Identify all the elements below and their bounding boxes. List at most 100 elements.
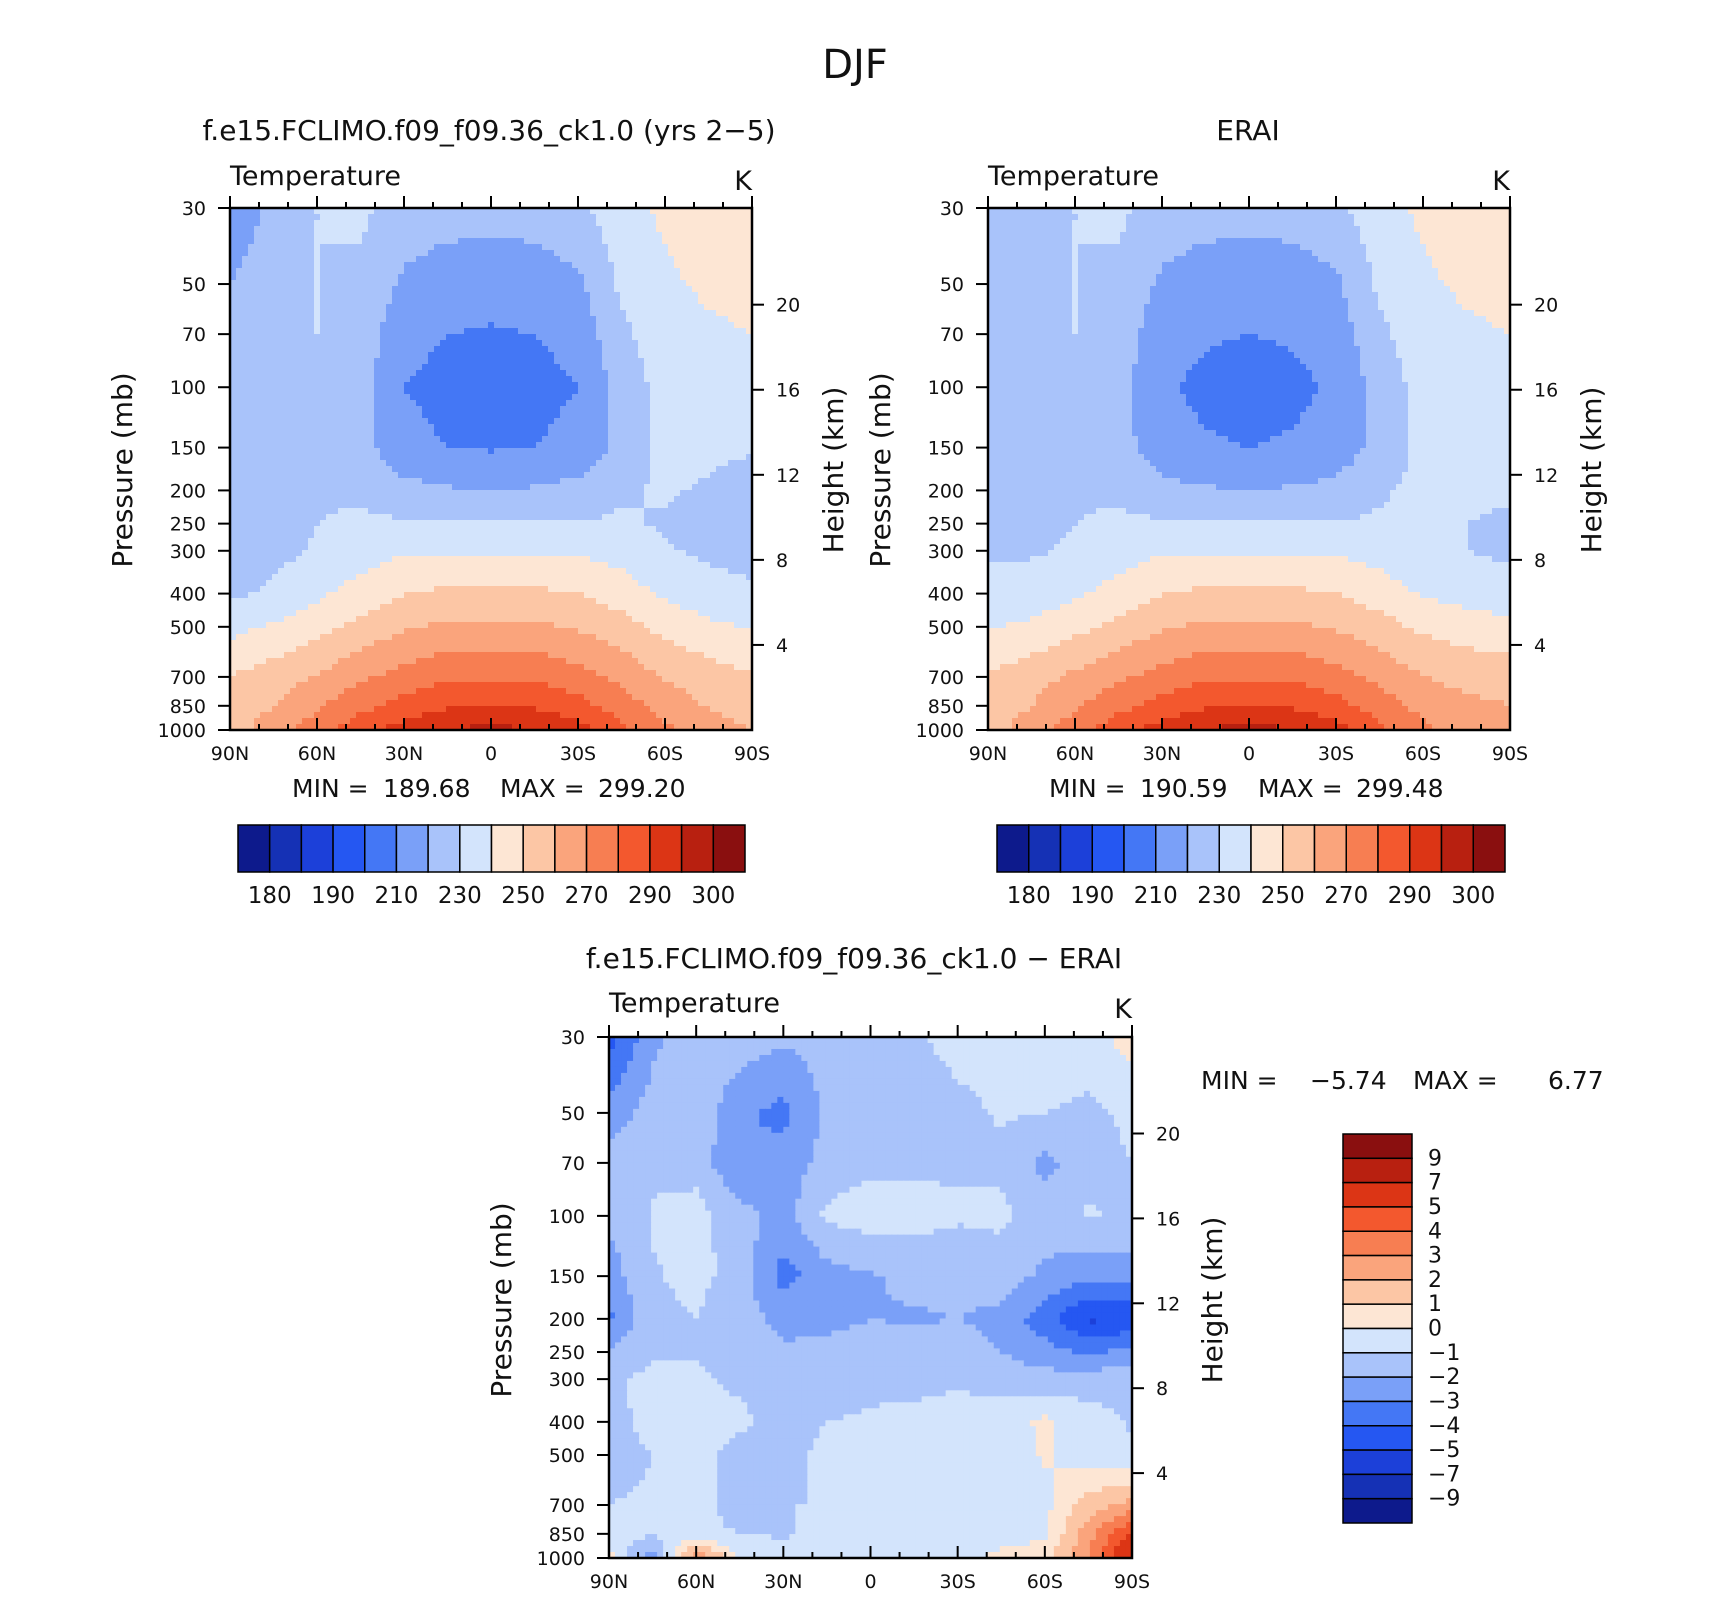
field-cell	[290, 412, 297, 419]
field-cell	[356, 382, 363, 389]
field-cell	[248, 448, 255, 455]
field-cell	[740, 274, 747, 281]
field-cell	[338, 286, 345, 293]
field-cell	[722, 298, 729, 305]
field-cell	[350, 550, 357, 557]
field-cell	[686, 298, 693, 305]
field-cell	[650, 400, 657, 407]
field-cell	[602, 490, 609, 497]
field-cell	[686, 256, 693, 263]
field-cell	[608, 544, 615, 551]
field-cell	[566, 220, 573, 227]
field-cell	[704, 472, 711, 479]
field-cell	[230, 322, 237, 329]
field-cell	[332, 466, 339, 473]
field-cell	[314, 244, 321, 251]
field-cell	[740, 310, 747, 317]
field-cell	[470, 418, 477, 425]
field-cell	[686, 268, 693, 275]
field-cell	[584, 472, 591, 479]
field-cell	[632, 442, 639, 449]
field-cell	[434, 268, 441, 275]
field-cell	[650, 256, 657, 263]
field-cell	[470, 220, 477, 227]
field-cell	[560, 274, 567, 281]
field-cell	[506, 454, 513, 461]
field-cell	[704, 352, 711, 359]
field-cell	[416, 496, 423, 503]
field-cell	[578, 424, 585, 431]
field-cell	[554, 376, 561, 383]
field-cell	[644, 526, 651, 533]
field-cell	[446, 262, 453, 269]
field-cell	[314, 550, 321, 557]
field-cell	[662, 454, 669, 461]
field-cell	[632, 412, 639, 419]
field-cell	[416, 388, 423, 395]
field-cell	[728, 544, 735, 551]
field-cell	[392, 316, 399, 323]
field-cell	[566, 232, 573, 239]
field-cell	[302, 214, 309, 221]
field-cell	[332, 220, 339, 227]
field-cell	[554, 310, 561, 317]
field-cell	[428, 538, 435, 545]
field-cell	[380, 460, 387, 467]
field-cell	[656, 292, 663, 299]
field-cell	[560, 526, 567, 533]
field-cell	[494, 430, 501, 437]
field-cell	[464, 238, 471, 245]
field-cell	[722, 328, 729, 335]
field-cell	[530, 280, 537, 287]
field-cell	[698, 538, 705, 545]
field-cell	[638, 454, 645, 461]
field-cell	[440, 508, 447, 515]
field-cell	[362, 532, 369, 539]
field-cell	[272, 532, 279, 539]
field-cell	[416, 316, 423, 323]
field-cell	[596, 250, 603, 257]
field-cell	[656, 424, 663, 431]
field-cell	[440, 520, 447, 527]
field-cell	[344, 550, 351, 557]
field-cell	[278, 442, 285, 449]
field-cell	[446, 448, 453, 455]
field-cell	[722, 430, 729, 437]
field-cell	[602, 376, 609, 383]
field-cell	[428, 418, 435, 425]
field-cell	[500, 328, 507, 335]
field-cell	[566, 310, 573, 317]
field-cell	[458, 406, 465, 413]
field-cell	[482, 460, 489, 467]
field-cell	[452, 322, 459, 329]
field-cell	[698, 340, 705, 347]
field-cell	[314, 220, 321, 227]
field-cell	[596, 496, 603, 503]
field-cell	[386, 472, 393, 479]
field-cell	[320, 316, 327, 323]
field-cell	[716, 502, 723, 509]
field-cell	[632, 526, 639, 533]
field-cell	[308, 484, 315, 491]
field-cell	[680, 364, 687, 371]
field-cell	[428, 208, 435, 215]
field-cell	[638, 370, 645, 377]
field-cell	[344, 478, 351, 485]
field-cell	[704, 508, 711, 515]
field-cell	[566, 472, 573, 479]
field-cell	[446, 454, 453, 461]
field-cell	[452, 532, 459, 539]
field-cell	[500, 478, 507, 485]
field-cell	[740, 364, 747, 371]
field-cell	[368, 508, 375, 515]
field-cell	[368, 298, 375, 305]
field-cell	[710, 340, 717, 347]
field-cell	[296, 532, 303, 539]
field-cell	[266, 460, 273, 467]
field-cell	[308, 208, 315, 215]
field-cell	[428, 424, 435, 431]
field-cell	[644, 436, 651, 443]
field-cell	[596, 430, 603, 437]
field-cell	[308, 280, 315, 287]
field-cell	[590, 226, 597, 233]
